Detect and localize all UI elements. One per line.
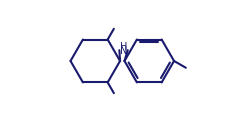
Text: H: H [120,42,127,52]
Text: N: N [120,46,127,56]
